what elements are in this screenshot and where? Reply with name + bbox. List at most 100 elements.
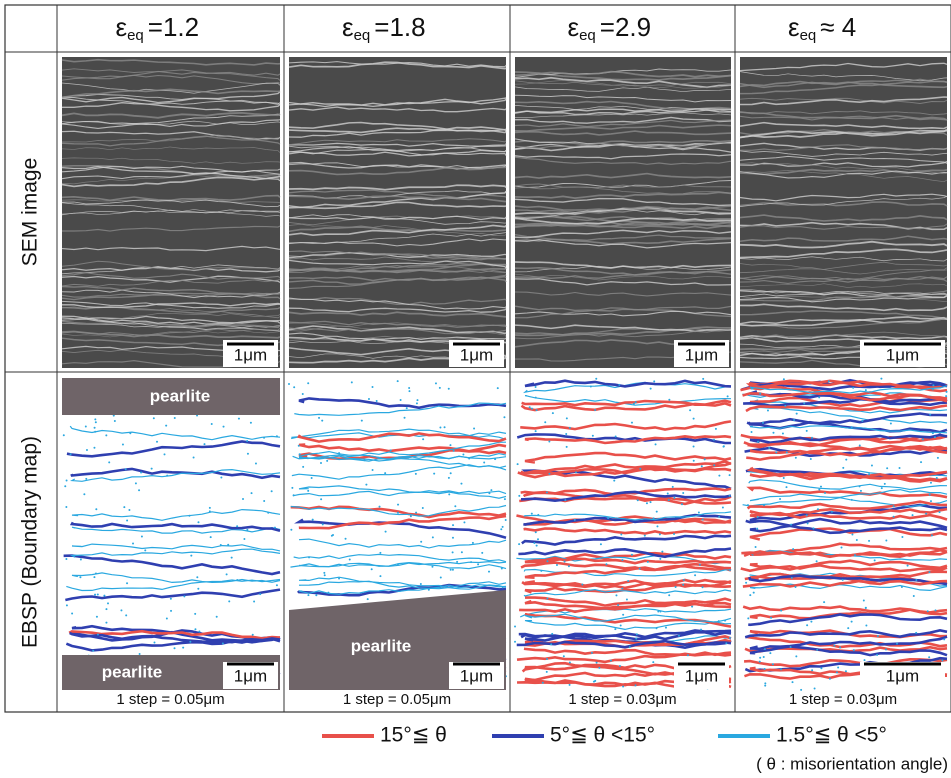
scale-bar-label: 1μm bbox=[460, 345, 493, 364]
boundary-dot bbox=[847, 627, 849, 629]
boundary-dot bbox=[810, 621, 812, 623]
boundary-dot bbox=[795, 655, 797, 657]
boundary-dot bbox=[546, 658, 548, 660]
boundary-dot bbox=[321, 420, 323, 422]
boundary-dot bbox=[367, 598, 369, 600]
boundary-dot bbox=[238, 418, 240, 420]
boundary-dot bbox=[529, 406, 531, 408]
boundary-dot bbox=[745, 582, 747, 584]
boundary-dot bbox=[853, 649, 855, 651]
boundary-dot bbox=[323, 572, 325, 574]
boundary-dot bbox=[653, 517, 655, 519]
boundary-dot bbox=[114, 420, 116, 422]
boundary-dot bbox=[831, 511, 833, 513]
boundary-dot bbox=[170, 610, 172, 612]
boundary-dot bbox=[806, 430, 808, 432]
boundary-dot bbox=[757, 441, 759, 443]
boundary-dot bbox=[141, 536, 143, 538]
boundary-dot bbox=[845, 670, 847, 672]
boundary-dot bbox=[569, 427, 571, 429]
boundary-dot bbox=[322, 523, 324, 525]
boundary-dot bbox=[315, 594, 317, 596]
boundary-dot bbox=[622, 686, 624, 688]
boundary-dot bbox=[683, 579, 685, 581]
boundary-dot bbox=[767, 409, 769, 411]
boundary-dot bbox=[682, 492, 684, 494]
boundary-dot bbox=[166, 475, 168, 477]
boundary-dot bbox=[700, 629, 702, 631]
boundary-dot bbox=[607, 517, 609, 519]
boundary-dot bbox=[598, 667, 600, 669]
boundary-dot bbox=[502, 526, 504, 528]
boundary-dot bbox=[613, 480, 615, 482]
boundary-dot bbox=[631, 422, 633, 424]
boundary-dot bbox=[307, 594, 309, 596]
boundary-dot bbox=[456, 561, 458, 563]
boundary-dot bbox=[617, 604, 619, 606]
boundary-dot bbox=[97, 633, 99, 635]
boundary-dot bbox=[379, 506, 381, 508]
boundary-dot bbox=[308, 556, 310, 558]
boundary-dot bbox=[276, 584, 278, 586]
boundary-dot bbox=[79, 576, 81, 578]
boundary-dot bbox=[818, 396, 820, 398]
boundary-dot bbox=[631, 554, 633, 556]
boundary-dot bbox=[153, 642, 155, 644]
boundary-dot bbox=[500, 528, 502, 530]
boundary-dot bbox=[635, 684, 637, 686]
boundary-dot bbox=[852, 387, 854, 389]
boundary-dot bbox=[535, 386, 537, 388]
scale-bar-label: 1μm bbox=[234, 666, 267, 685]
boundary-dot bbox=[854, 554, 856, 556]
boundary-dot bbox=[470, 561, 472, 563]
boundary-dot bbox=[66, 479, 68, 481]
boundary-dot bbox=[368, 398, 370, 400]
boundary-dot bbox=[762, 422, 764, 424]
boundary-dot bbox=[397, 504, 399, 506]
boundary-dot bbox=[153, 417, 155, 419]
boundary-dot bbox=[70, 453, 72, 455]
boundary-dot bbox=[568, 565, 570, 567]
boundary-dot bbox=[494, 458, 496, 460]
boundary-dot bbox=[912, 514, 914, 516]
boundary-dot bbox=[397, 563, 399, 565]
boundary-dot bbox=[837, 666, 839, 668]
boundary-dot bbox=[302, 393, 304, 395]
boundary-dot bbox=[108, 461, 110, 463]
boundary-dot bbox=[868, 540, 870, 542]
boundary-dot bbox=[806, 624, 808, 626]
boundary-dot bbox=[764, 648, 766, 650]
boundary-dot bbox=[759, 657, 761, 659]
boundary-dot bbox=[796, 413, 798, 415]
boundary-dot bbox=[622, 614, 624, 616]
boundary-dot bbox=[420, 583, 422, 585]
boundary-dot bbox=[591, 652, 593, 654]
boundary-dot bbox=[194, 628, 196, 630]
boundary-dot bbox=[691, 606, 693, 608]
boundary-dot bbox=[945, 395, 947, 397]
boundary-dot bbox=[556, 564, 558, 566]
boundary-dot bbox=[216, 616, 218, 618]
boundary-dot bbox=[345, 538, 347, 540]
boundary-dot bbox=[655, 443, 657, 445]
boundary-dot bbox=[803, 402, 805, 404]
boundary-dot bbox=[293, 494, 295, 496]
boundary-dot bbox=[884, 483, 886, 485]
boundary-dot bbox=[718, 620, 720, 622]
boundary-dot bbox=[276, 435, 278, 437]
boundary-dot bbox=[701, 465, 703, 467]
boundary-dot bbox=[125, 614, 127, 616]
boundary-dot bbox=[363, 459, 365, 461]
boundary-dot bbox=[678, 635, 680, 637]
boundary-dot bbox=[461, 551, 463, 553]
boundary-dot bbox=[727, 395, 729, 397]
boundary-dot bbox=[490, 489, 492, 491]
subscript: eq bbox=[579, 27, 596, 44]
boundary-dot bbox=[783, 378, 785, 380]
boundary-dot bbox=[871, 464, 873, 466]
boundary-dot bbox=[874, 559, 876, 561]
boundary-dot bbox=[823, 601, 825, 603]
boundary-dot bbox=[183, 595, 185, 597]
boundary-dot bbox=[626, 599, 628, 601]
boundary-dot bbox=[946, 391, 948, 393]
